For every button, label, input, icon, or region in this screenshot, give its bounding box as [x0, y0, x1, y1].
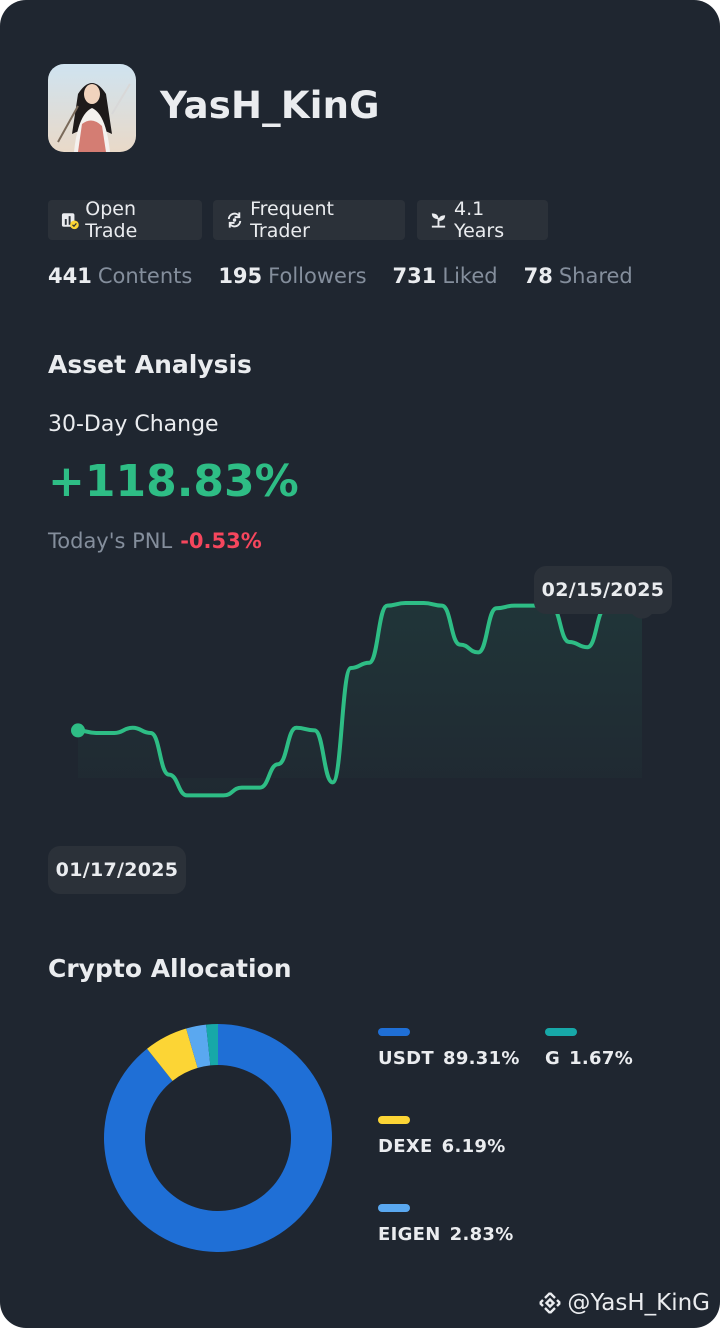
pnl-row: Today's PNL -0.53% [48, 529, 262, 553]
stat-value: 78 [523, 264, 553, 288]
stat-followers[interactable]: 195 Followers [218, 264, 366, 288]
allocation-donut-chart[interactable] [100, 1020, 336, 1256]
legend-usdt: USDT 89.31% [378, 1028, 520, 1069]
pnl-label: Today's PNL [48, 529, 173, 553]
legend-eigen: EIGEN 2.83% [378, 1204, 514, 1245]
stat-label: Liked [442, 264, 498, 288]
legend-label: DEXE [378, 1136, 433, 1157]
change-value: +118.83% [48, 456, 299, 507]
stat-liked[interactable]: 731 Liked [393, 264, 498, 288]
legend-swatch [378, 1028, 410, 1036]
legend-value: 6.19% [441, 1136, 506, 1157]
stat-label: Contents [97, 264, 193, 288]
end-date-tooltip: 02/15/2025 [534, 566, 672, 614]
legend-dexe: DEXE 6.19% [378, 1116, 506, 1157]
stat-shared[interactable]: 78 Shared [524, 264, 633, 288]
donut-slice-dexe[interactable] [147, 1028, 198, 1081]
tag-label: Open Trade [85, 198, 138, 242]
avatar[interactable] [48, 64, 136, 152]
legend-value: 2.83% [449, 1224, 514, 1245]
stat-label: Followers [268, 264, 367, 288]
sprout-icon [431, 213, 446, 228]
legend-label: EIGEN [378, 1224, 441, 1245]
watermark-handle: @YasH_KinG [567, 1290, 710, 1316]
legend-label: G [545, 1048, 561, 1069]
stat-value: 195 [218, 264, 263, 288]
change-label: 30-Day Change [48, 412, 219, 437]
binance-logo-icon [539, 1292, 562, 1314]
crypto-allocation-title: Crypto Allocation [48, 954, 292, 983]
tag-open-trade[interactable]: Open Trade [48, 198, 202, 242]
username: YasH_KinG [160, 84, 380, 127]
asset-analysis-title: Asset Analysis [48, 350, 252, 379]
open-trade-icon [61, 213, 79, 230]
legend-swatch [378, 1116, 410, 1124]
stat-label: Shared [558, 264, 633, 288]
chart-area [78, 603, 642, 796]
pnl-value: -0.53% [180, 529, 262, 553]
tag-frequent-trader[interactable]: Frequent Trader [213, 198, 405, 242]
legend-value: 89.31% [443, 1048, 520, 1069]
legend-swatch [378, 1204, 410, 1212]
stat-value: 731 [392, 264, 437, 288]
legend-value: 1.67% [569, 1048, 634, 1069]
donut-slice-g[interactable] [206, 1024, 218, 1066]
tag-label: Frequent Trader [250, 198, 334, 242]
stat-value: 441 [48, 264, 92, 288]
donut-slice-usdt[interactable] [103, 1024, 332, 1252]
donut-slice-eigen[interactable] [186, 1024, 211, 1068]
tag-years[interactable]: 4.1 Years [417, 198, 548, 242]
frequent-trader-icon [227, 212, 242, 228]
chart-point[interactable] [71, 723, 85, 738]
legend-g: G 1.67% [545, 1028, 633, 1069]
stat-contents[interactable]: 441 Contents [48, 264, 192, 288]
watermark: @YasH_KinG [537, 1290, 710, 1316]
stats-row: 441 Contents 195 Followers 731 Liked 78 … [48, 264, 659, 288]
legend-swatch [545, 1028, 577, 1036]
legend-label: USDT [378, 1048, 434, 1069]
tag-label: 4.1 Years [453, 198, 505, 242]
start-date-tooltip: 01/17/2025 [48, 846, 186, 894]
